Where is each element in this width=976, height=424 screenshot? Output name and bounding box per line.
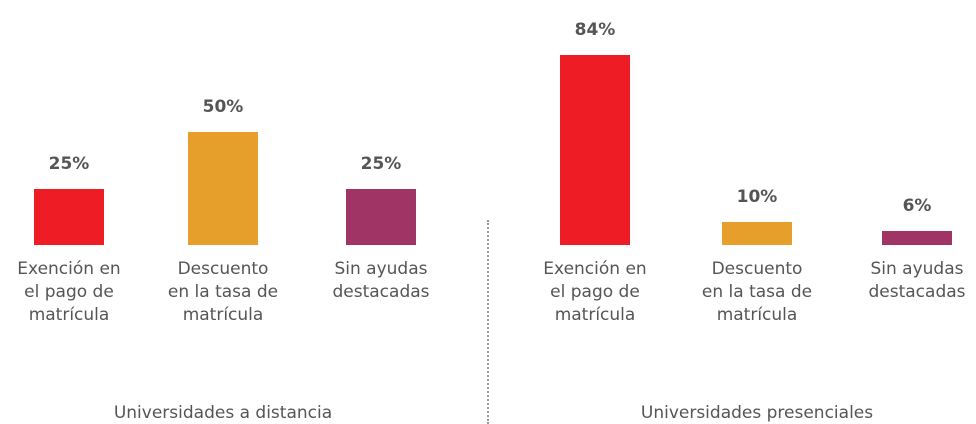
divider [487, 220, 489, 424]
bar [882, 231, 952, 245]
value-label: 6% [902, 196, 932, 217]
bar [188, 132, 258, 245]
bar [346, 188, 416, 245]
value-label: 50% [202, 97, 244, 117]
category-label: Exención en el pago de matrícula [17, 259, 121, 325]
category-label: Sin ayudas destacadas [332, 259, 430, 302]
axis-label: Universidades a distancia [113, 403, 333, 423]
value-label: 84% [574, 20, 616, 41]
bar [34, 188, 104, 245]
category-label: Sin ayudas destacadas [868, 259, 966, 302]
value-label: 10% [736, 187, 778, 208]
value-label: 25% [360, 153, 402, 174]
category-label: Descuento en la tasa de matrícula [167, 259, 279, 325]
bar [722, 222, 792, 245]
category-label: Descuento en la tasa de matrícula [701, 259, 813, 325]
bar [560, 55, 630, 245]
category-label: Exención en el pago de matrícula [543, 259, 647, 325]
axis-label: Universidades presenciales [640, 403, 874, 423]
value-label: 25% [48, 153, 90, 174]
